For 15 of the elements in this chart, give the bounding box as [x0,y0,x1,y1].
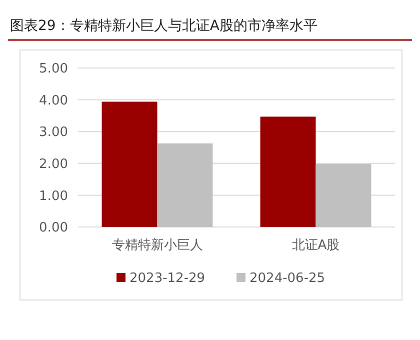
bar [157,143,213,227]
chart-title: 图表29：专精特新小巨人与北证A股的市净率水平 [10,18,318,34]
legend-label: 2023-12-29 [130,271,206,286]
y-tick-label: 4.00 [39,93,68,108]
x-tick-label: 专精特新小巨人 [112,238,203,253]
y-tick-label: 1.00 [39,188,68,204]
y-tick-label: 0.00 [39,220,68,236]
y-tick-label: 3.00 [39,125,68,140]
y-tick-label: 5.00 [39,62,68,77]
bar [260,116,316,227]
bar [102,102,158,227]
y-tick-label: 2.00 [39,156,68,172]
x-tick-label: 北证A股 [292,238,340,253]
bar [316,164,372,227]
legend-label: 2024-06-25 [250,271,326,286]
